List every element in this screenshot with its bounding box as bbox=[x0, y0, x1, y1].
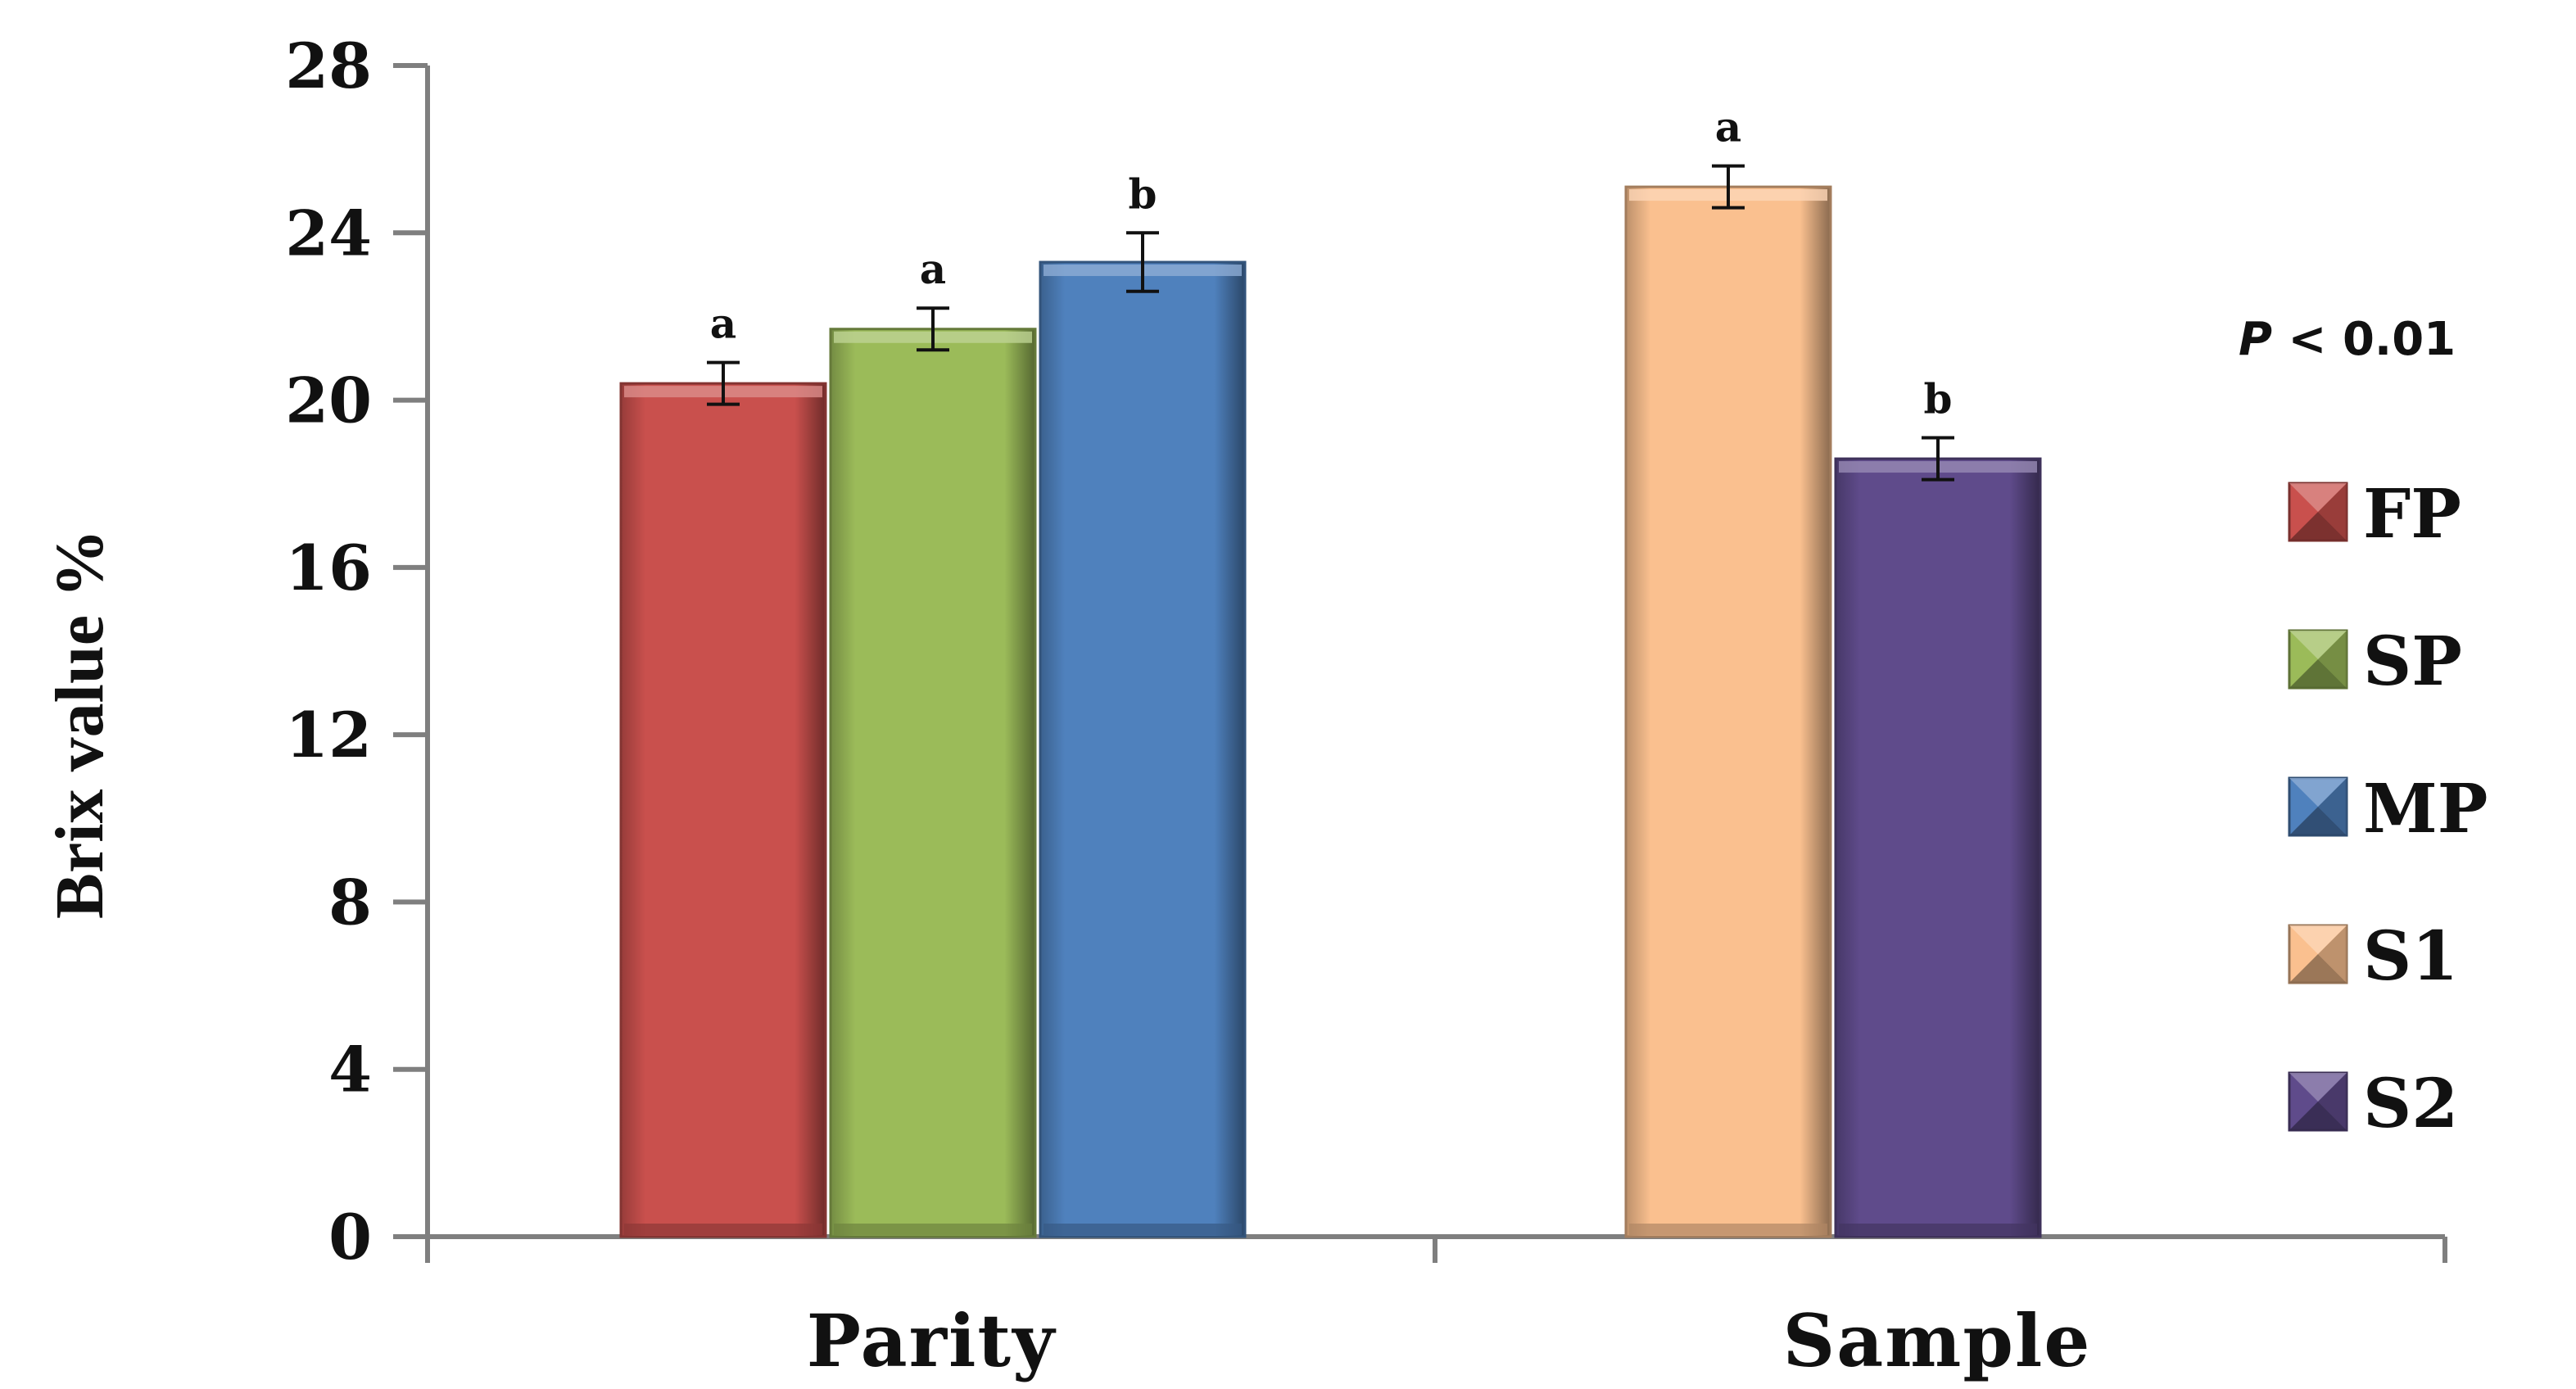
significance-label: b bbox=[1129, 170, 1157, 218]
p-threshold: < 0.01 bbox=[2272, 313, 2456, 366]
y-tick-label: 20 bbox=[285, 364, 372, 437]
bar-body bbox=[1834, 457, 2042, 1238]
p-symbol: P bbox=[2239, 313, 2272, 366]
labels-layer: a a b Parity a b Sample P < 0.01 bbox=[710, 103, 2456, 1383]
bar-body bbox=[829, 328, 1037, 1238]
bar-s1 bbox=[1624, 185, 1832, 1238]
error-bars-layer bbox=[707, 164, 1954, 482]
error-bar bbox=[707, 360, 740, 406]
legend-item-s2: S2 bbox=[2288, 1065, 2458, 1143]
legend-label: S1 bbox=[2363, 917, 2458, 996]
axes-layer: 0 4 8 12 16 20 24 28 Brix value % bbox=[42, 29, 2447, 1274]
legend-label: FP bbox=[2363, 475, 2461, 554]
bar-s2 bbox=[1834, 457, 2042, 1238]
error-bar bbox=[917, 306, 949, 352]
y-tick-label: 12 bbox=[285, 699, 372, 771]
error-bar bbox=[1712, 164, 1745, 210]
error-bar bbox=[1126, 231, 1159, 293]
p-value-annotation: P < 0.01 bbox=[2239, 313, 2456, 366]
y-tick-label: 0 bbox=[328, 1201, 372, 1274]
x-group-label: Parity bbox=[807, 1298, 1057, 1383]
bar-bottom-bevel bbox=[1044, 1224, 1242, 1235]
bar-body bbox=[1039, 260, 1247, 1238]
bar-bottom-bevel bbox=[834, 1224, 1032, 1235]
bars-layer bbox=[619, 185, 2042, 1238]
y-tick-label: 28 bbox=[285, 29, 372, 102]
y-tick-label: 4 bbox=[328, 1034, 372, 1106]
y-axis-title: Brix value % bbox=[42, 529, 118, 919]
legend-item-sp: SP bbox=[2288, 622, 2462, 701]
legend-label: S2 bbox=[2363, 1065, 2458, 1143]
bar-fp bbox=[619, 382, 827, 1238]
bar-bottom-bevel bbox=[1629, 1224, 1827, 1235]
bar-sp bbox=[829, 328, 1037, 1238]
significance-label: b bbox=[1924, 375, 1953, 423]
y-tick-label: 24 bbox=[285, 197, 372, 269]
legend: FP SP MP S1 S2 bbox=[2288, 475, 2488, 1143]
significance-label: a bbox=[1715, 103, 1741, 152]
y-tick-label: 16 bbox=[285, 532, 372, 604]
significance-label: a bbox=[920, 245, 946, 293]
legend-label: SP bbox=[2363, 622, 2462, 701]
legend-item-mp: MP bbox=[2288, 770, 2488, 848]
bar-mp bbox=[1039, 260, 1247, 1238]
bar-body bbox=[619, 382, 827, 1238]
y-tick-label: 8 bbox=[328, 866, 372, 939]
legend-item-fp: FP bbox=[2288, 475, 2461, 554]
significance-label: a bbox=[710, 300, 736, 348]
error-bar bbox=[1922, 436, 1954, 482]
bar-body bbox=[1624, 185, 1832, 1238]
x-group-label: Sample bbox=[1783, 1298, 2092, 1383]
bar-bottom-bevel bbox=[624, 1224, 822, 1235]
legend-label: MP bbox=[2363, 770, 2488, 848]
bar-bottom-bevel bbox=[1839, 1224, 2037, 1235]
legend-item-s1: S1 bbox=[2288, 917, 2458, 996]
